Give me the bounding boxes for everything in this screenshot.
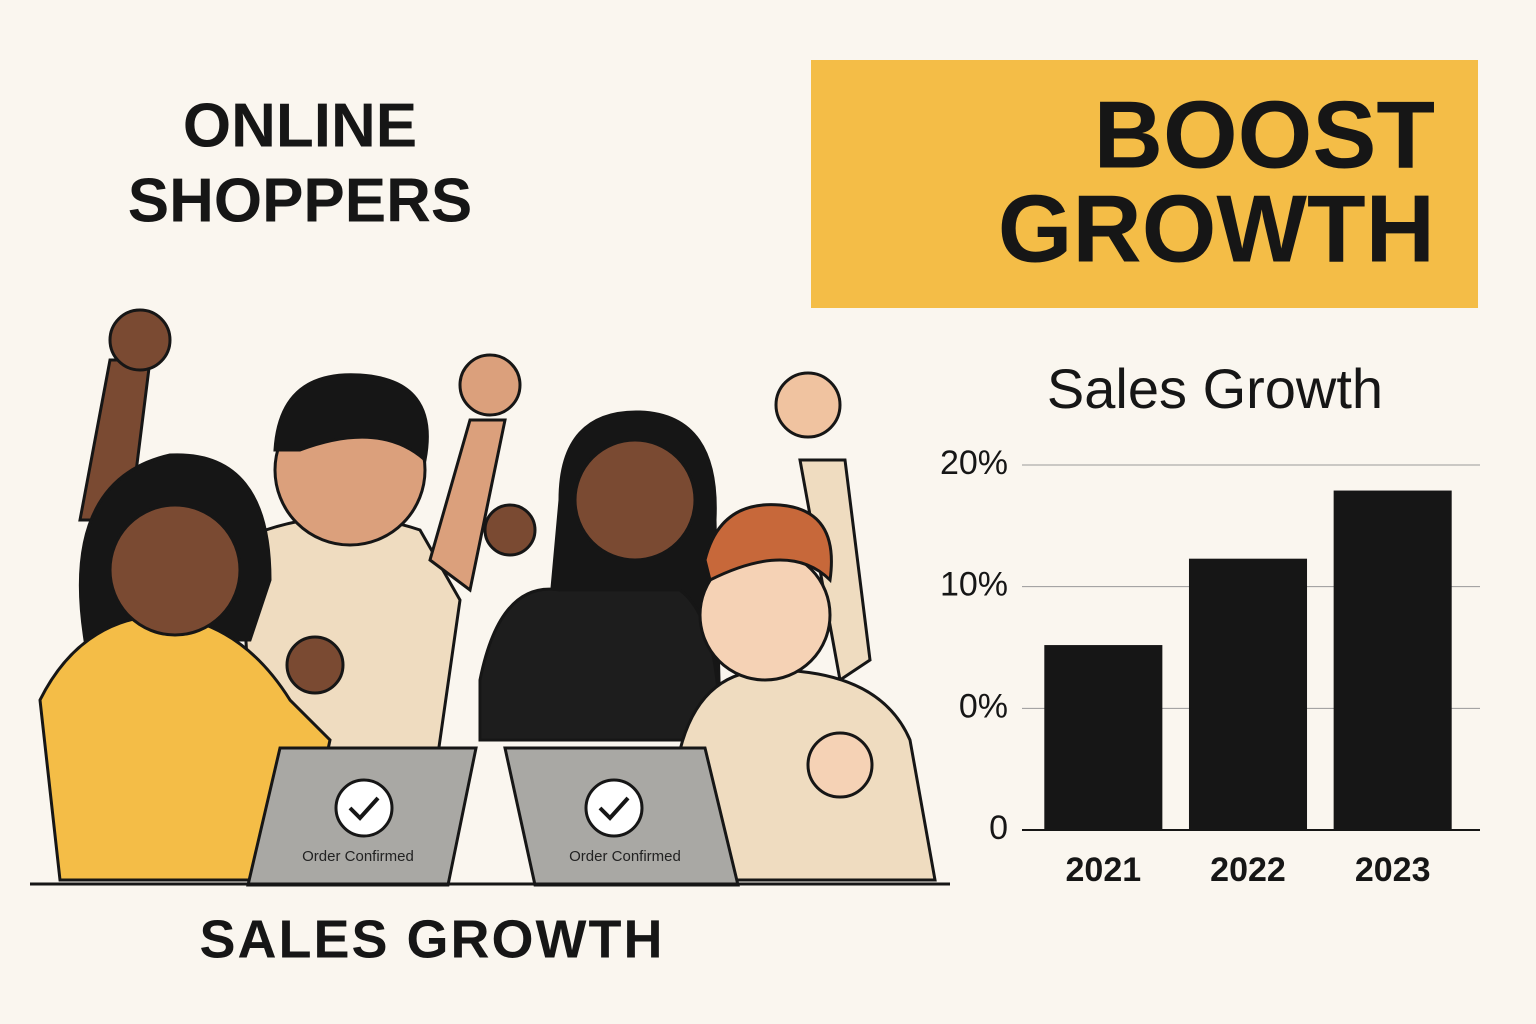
x-tick-label: 2022 xyxy=(1210,851,1286,889)
banner-text: GROWTH xyxy=(998,175,1435,282)
banner xyxy=(811,60,1478,308)
banner-text: BOOST xyxy=(1094,81,1435,188)
bar xyxy=(1333,490,1452,830)
headline: ONLINE xyxy=(183,91,417,160)
chart-title: Sales Growth xyxy=(1047,357,1383,420)
x-tick-label: 2021 xyxy=(1066,851,1142,889)
headline: SHOPPERS xyxy=(128,166,473,235)
laptop-label: Order Confirmed xyxy=(569,848,681,865)
chart: 0% 10% 20% 0 2021 2022 2023 xyxy=(940,444,1480,889)
bar xyxy=(1188,558,1308,830)
y-tick-label: 0% xyxy=(959,687,1008,725)
laptop-label: Order Confirmed xyxy=(302,848,414,865)
y-tick-label: 10% xyxy=(940,566,1008,604)
y-tick-label: 20% xyxy=(940,444,1008,482)
bar xyxy=(1044,645,1163,830)
caption: SALES GROWTH xyxy=(200,909,665,969)
x-tick-label: 2023 xyxy=(1355,851,1431,889)
y-tick-label: 0 xyxy=(989,809,1008,847)
illustration xyxy=(30,308,950,887)
